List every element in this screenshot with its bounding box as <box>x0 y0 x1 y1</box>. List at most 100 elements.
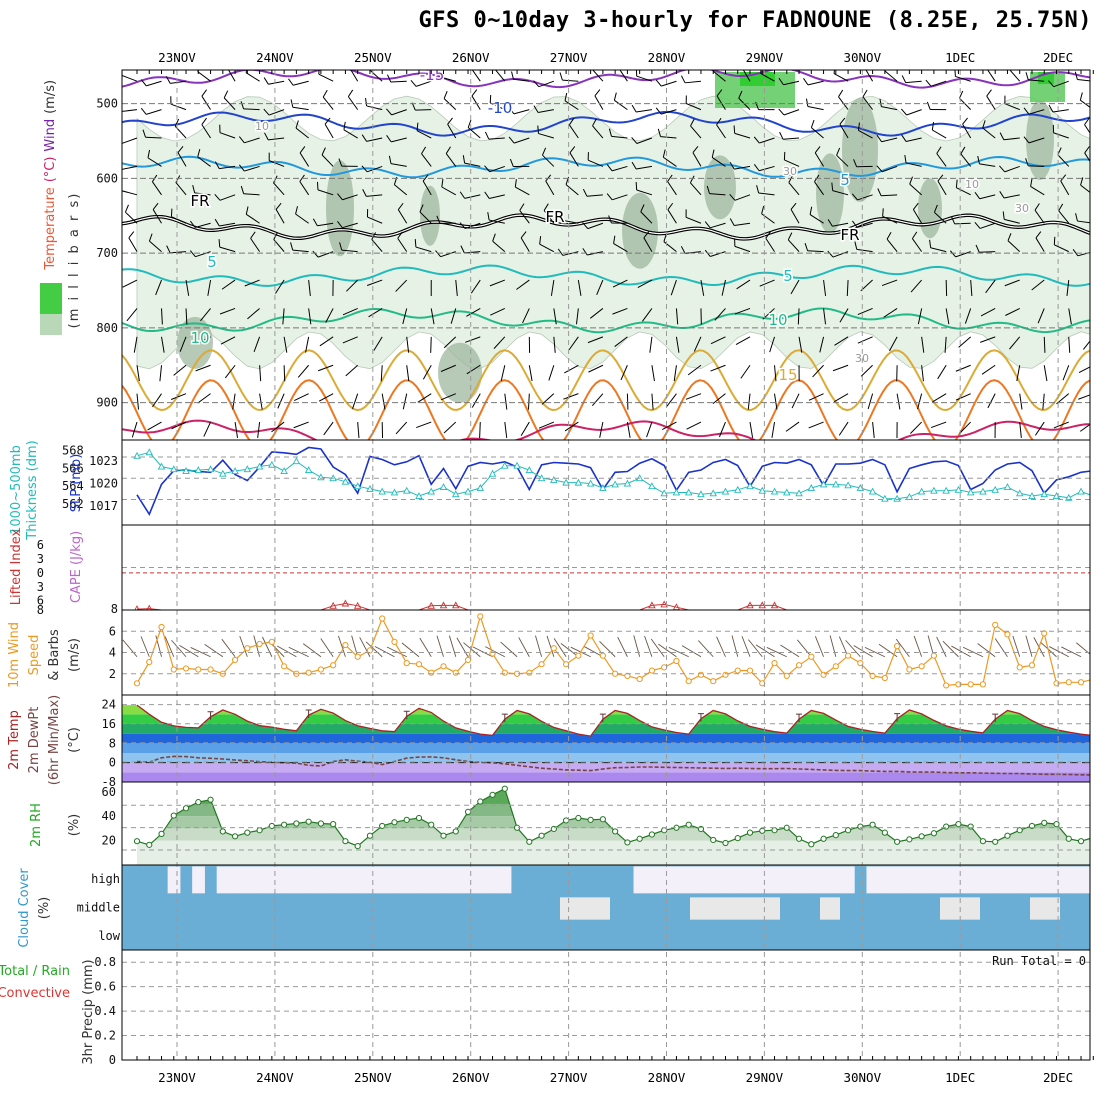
contour-label: 10 <box>190 329 209 347</box>
wind-barb <box>268 137 285 141</box>
wind-barb <box>466 364 481 375</box>
wind-barb-flag <box>192 185 196 194</box>
rh-point <box>832 831 839 839</box>
wind-barb <box>159 365 163 382</box>
wind-barb <box>758 192 775 196</box>
wind-barb <box>687 364 702 376</box>
wind-barb <box>221 279 236 290</box>
wind-barb-flag <box>809 206 813 215</box>
thickness-point <box>390 488 399 496</box>
wind-barb <box>588 364 604 373</box>
rh-point <box>501 785 508 792</box>
cloud-cell <box>682 866 696 894</box>
wind-barb <box>488 137 505 140</box>
wind-barb <box>814 636 824 657</box>
wind-barb-flag <box>371 232 377 240</box>
wind-barb <box>341 249 358 253</box>
wind-barb <box>760 72 775 82</box>
wind-barb-flag <box>337 193 343 201</box>
wind-barb <box>575 308 579 325</box>
wind-barb <box>445 153 457 167</box>
wind-barb-flag <box>805 98 809 107</box>
wind-barb-flag <box>1074 71 1078 80</box>
isotherm-line <box>122 70 1090 89</box>
wind-barb-flag <box>1072 249 1079 257</box>
rh-point <box>808 841 815 848</box>
wind-barb <box>613 243 628 253</box>
wind-barb-flag <box>753 136 760 144</box>
wind-barb <box>660 109 677 115</box>
wind-barb-flag <box>738 90 743 99</box>
temp-max-marker <box>501 713 508 723</box>
wind-barb <box>784 159 800 167</box>
wind-barb <box>1079 423 1090 432</box>
wind-barb-flag <box>716 89 723 97</box>
rh-point <box>464 808 472 816</box>
temp-line <box>136 704 1090 737</box>
contour-label: 15 <box>778 366 797 384</box>
wind-barb-flag <box>436 215 441 224</box>
thickness-point <box>525 466 534 474</box>
wind-barb <box>857 336 873 344</box>
wind-barb <box>140 636 150 657</box>
wind-barb-flag <box>147 149 151 158</box>
wind-barb-flag <box>533 105 539 113</box>
wind-barb <box>493 336 506 349</box>
wind-barb <box>136 393 140 410</box>
cloud-cell <box>915 866 929 894</box>
wind-barb-flag <box>779 131 784 140</box>
wind-speed-point <box>133 680 141 687</box>
wind-barb <box>611 135 628 139</box>
wind-barb <box>1058 210 1070 224</box>
wind-barb <box>663 156 677 167</box>
wind-barb <box>832 364 849 372</box>
wind-barb <box>197 156 211 167</box>
cloud-cell <box>1001 866 1015 894</box>
wind-barb <box>450 308 457 324</box>
wind-barb <box>415 246 432 253</box>
wind-speed-point <box>734 667 741 674</box>
cloud-cell <box>486 866 500 894</box>
wind-barb <box>612 194 628 201</box>
wind-barb <box>587 222 604 230</box>
wind-barb-flag <box>931 122 935 131</box>
cloud-cell <box>903 866 917 894</box>
precip-legend-total: Total / Rain <box>0 964 70 979</box>
wind-barb <box>1053 80 1069 88</box>
wind-barb-flag <box>592 62 596 69</box>
temp-tick-label: 24 <box>102 698 116 712</box>
wind-barb <box>592 70 604 82</box>
wind-barb <box>741 636 751 657</box>
wind-barb <box>661 80 677 87</box>
wind-barb <box>666 393 677 407</box>
rh-point <box>1053 821 1060 828</box>
wind-barb-flag <box>857 122 860 131</box>
wind-speed-point <box>207 666 214 673</box>
wind-barb <box>122 109 138 112</box>
wind-barb-flag <box>223 90 229 99</box>
wind-barb-flag <box>706 185 711 194</box>
wind-barb <box>500 365 506 381</box>
wind-speed-point <box>354 653 361 660</box>
rh-tick-label: 40 <box>102 809 116 823</box>
wind-barb <box>197 393 211 404</box>
thickness-point <box>1077 487 1085 495</box>
wind-barb <box>395 421 408 435</box>
wind-barb <box>1019 422 1022 439</box>
wind-barb-flag <box>214 193 221 201</box>
wind-barb <box>685 251 702 254</box>
wind-barb <box>710 364 726 372</box>
wind-tick-label: 6 <box>109 624 116 638</box>
wind-barb <box>1037 308 1045 324</box>
wind-barb-flag <box>787 232 793 241</box>
lifted-index-point <box>341 599 350 607</box>
cloud-level-label: high <box>91 872 120 886</box>
wind-barb-flag <box>680 75 686 84</box>
wind-barb <box>440 364 456 372</box>
wind-barb <box>986 95 996 110</box>
wind-barb-flag <box>582 248 588 256</box>
date-label-bottom: 27NOV <box>550 1070 588 1085</box>
wind-speed-point <box>894 643 901 650</box>
wind-barb-flag <box>876 165 883 173</box>
wind-barb <box>155 635 162 657</box>
